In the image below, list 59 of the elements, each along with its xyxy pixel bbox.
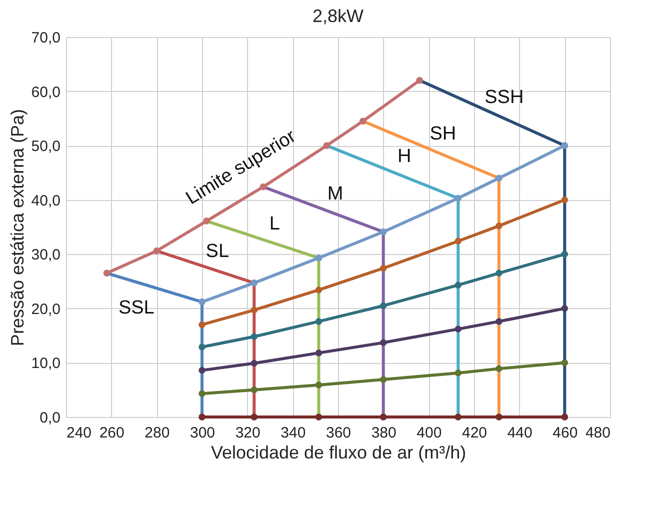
- y-tick-label: 70,0: [31, 30, 60, 46]
- point: [315, 382, 322, 388]
- chart-title: 2,8kW: [312, 6, 364, 26]
- point: [250, 386, 258, 394]
- x-tick-label: 300: [190, 424, 216, 442]
- series-label: SSL: [118, 298, 154, 319]
- point: [250, 306, 258, 314]
- point: [561, 359, 568, 366]
- x-tick-label: 240: [66, 424, 92, 442]
- point: [198, 366, 206, 374]
- series-label: SH: [430, 124, 456, 145]
- point: [250, 333, 258, 340]
- point: [198, 321, 206, 328]
- point: [454, 238, 462, 244]
- point: [315, 318, 322, 325]
- series-label: SSH: [484, 87, 524, 108]
- point: [380, 376, 387, 383]
- x-tick-label: 420: [462, 424, 488, 442]
- y-axis-title: Pressão estática externa (Pa): [7, 108, 28, 346]
- point: [380, 302, 387, 310]
- point: [561, 305, 568, 312]
- x-tick-label: 400: [416, 424, 442, 442]
- point: [561, 250, 568, 258]
- point: [315, 350, 322, 356]
- point: [198, 390, 206, 398]
- point: [454, 282, 462, 288]
- series-label: SL: [206, 240, 230, 262]
- y-tick-label: 40,0: [31, 192, 60, 210]
- series-label: M: [327, 183, 344, 204]
- y-tick-label: 10,0: [31, 355, 60, 372]
- point: [380, 264, 387, 272]
- y-tick-label: 30,0: [31, 246, 60, 264]
- x-tick-label: 360: [326, 424, 352, 442]
- x-tick-label: 460: [552, 424, 578, 442]
- x-tick-label: 380: [371, 424, 396, 442]
- point: [454, 370, 462, 376]
- x-tick-label: 280: [144, 424, 170, 442]
- point: [496, 270, 502, 276]
- point: [496, 365, 502, 372]
- point: [380, 339, 387, 346]
- point: [454, 326, 462, 332]
- x-tick-label: 440: [507, 424, 532, 442]
- point: [198, 344, 206, 350]
- series-label: L: [269, 213, 280, 234]
- y-tick-label: 50,0: [31, 138, 60, 156]
- x-tick-label: 340: [280, 424, 306, 442]
- y-tick-label: 20,0: [31, 300, 60, 318]
- x-tick-label: 320: [235, 424, 260, 442]
- point: [315, 286, 322, 294]
- point: [496, 222, 502, 230]
- point: [250, 360, 258, 367]
- x-tick-label: 480: [585, 424, 610, 442]
- y-tick-label: 60,0: [31, 84, 60, 101]
- series-label: H: [398, 146, 412, 167]
- x-tick-label: 260: [99, 424, 124, 442]
- y-tick-label: 0,0: [40, 410, 60, 426]
- point: [496, 318, 502, 325]
- point: [561, 196, 568, 204]
- x-axis-title: Velocidade de fluxo de ar (m³/h): [210, 442, 466, 462]
